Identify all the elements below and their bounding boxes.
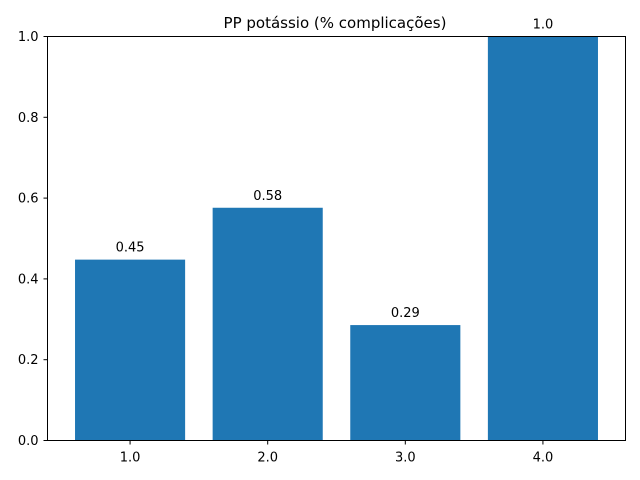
x-axis: 1.0 2.0 3.0 4.0 — [120, 440, 554, 466]
bar-2 — [212, 207, 323, 441]
x-tick-label: 1.0 — [120, 451, 141, 466]
plot-frame — [47, 36, 626, 441]
bars-group — [75, 36, 598, 441]
y-axis: 0.0 0.2 0.4 0.6 0.8 1.0 — [18, 30, 48, 449]
bar-1 — [75, 259, 186, 441]
bar-labels-group: 0.45 0.58 0.29 1.0 — [116, 18, 554, 322]
bar-4 — [487, 36, 598, 441]
bar-value-label-1: 0.45 — [116, 241, 145, 256]
x-tick-label: 3.0 — [395, 451, 416, 466]
bar-value-label-4: 1.0 — [533, 18, 554, 33]
y-tick-label: 0.8 — [18, 111, 39, 126]
y-tick-label: 0.4 — [18, 272, 39, 287]
x-tick-label: 4.0 — [533, 451, 554, 466]
bar-3 — [350, 325, 461, 441]
y-tick-label: 0.0 — [18, 434, 39, 449]
y-tick-label: 0.6 — [18, 192, 39, 207]
bar-value-label-3: 0.29 — [391, 306, 420, 321]
x-tick-label: 2.0 — [257, 451, 278, 466]
bar-value-label-2: 0.58 — [253, 189, 282, 204]
y-tick-label: 0.2 — [18, 353, 39, 368]
y-tick-label: 1.0 — [18, 30, 39, 45]
chart-title: PP potássio (% complicações) — [224, 14, 447, 32]
